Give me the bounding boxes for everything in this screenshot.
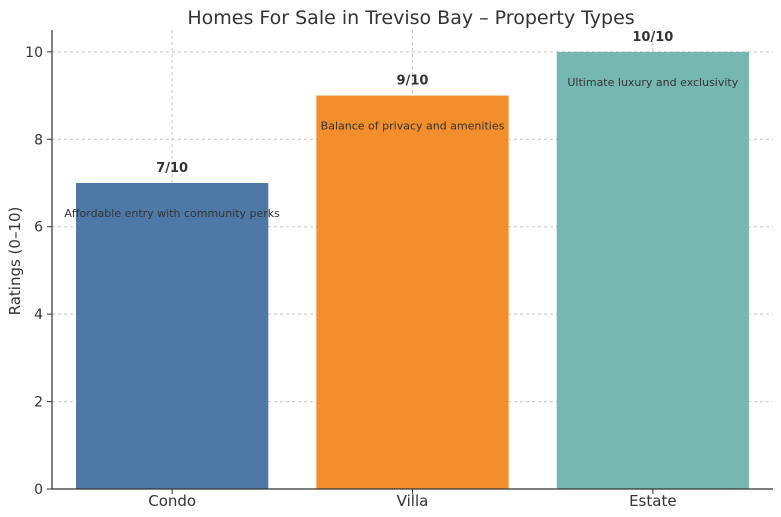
bar-villa [316,95,509,490]
bar-annotation: Affordable entry with community perks [64,207,280,220]
bar-value-label: 7/10 [156,161,188,176]
bar-value-label: 9/10 [397,74,429,89]
bar-annotation: Balance of privacy and amenities [321,120,505,133]
bar-estate [556,51,749,489]
bar-value-label: 10/10 [632,30,673,45]
chart-title: Homes For Sale in Treviso Bay – Property… [187,7,634,29]
y-tick-label: 8 [34,132,43,148]
bar-annotation: Ultimate luxury and exclusivity [567,76,738,89]
y-tick-label: 6 [34,220,43,236]
x-tick-label: Condo [148,492,196,510]
x-tick-label: Villa [397,492,429,510]
x-tick-label: Estate [629,492,676,510]
bar-condo [76,183,269,489]
axes-layer [47,30,773,494]
bars-layer [76,51,749,490]
labels-layer: 0 2 4 6 8 10 7/10 Affordable entry with communi… [25,30,739,510]
y-tick-label: 4 [34,307,43,323]
y-tick-label: 2 [34,395,43,411]
y-tick-label: 10 [25,45,43,61]
y-tick-label: 0 [34,482,43,498]
y-axis-label: Ratings (0–10) [6,207,24,316]
